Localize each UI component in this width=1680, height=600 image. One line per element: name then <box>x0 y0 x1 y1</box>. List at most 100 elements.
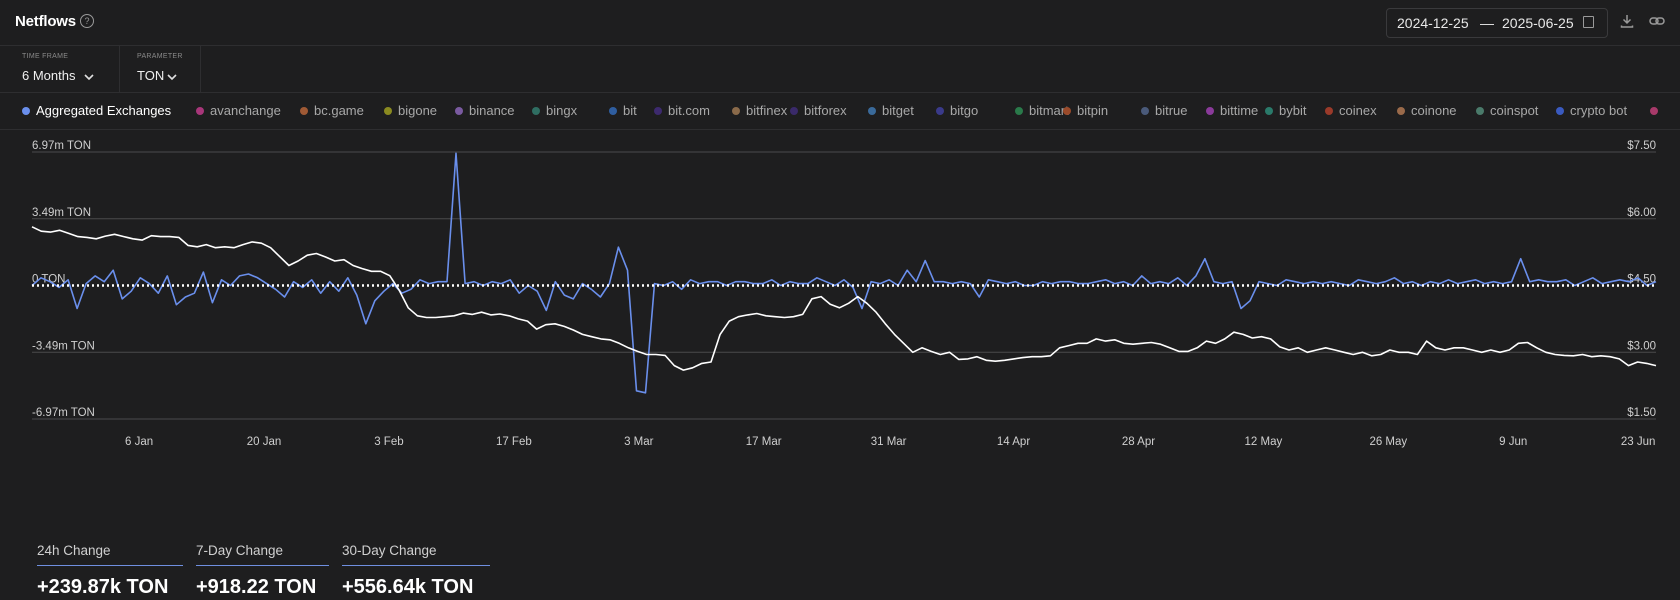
x-tick-label: 3 Mar <box>624 436 654 448</box>
x-tick-label: 3 Feb <box>374 436 403 448</box>
legend-label: bit <box>623 103 637 118</box>
x-tick-label: 31 Mar <box>871 436 907 448</box>
stat-label: 30-Day Change <box>342 543 437 558</box>
legend-dot <box>868 107 876 115</box>
legend-item[interactable]: binance <box>455 103 515 118</box>
legend-label: binance <box>469 103 515 118</box>
timeframe-value[interactable]: 6 Months <box>22 68 76 83</box>
legend-item[interactable]: crypto bot <box>1556 103 1627 118</box>
chart-legend: Aggregated Exchanges avanchange bc.game big… <box>0 93 1680 130</box>
legend-item[interactable]: bitget <box>868 103 914 118</box>
legend-dot <box>532 107 540 115</box>
y-left-tick-label: -6.97m TON <box>32 407 95 419</box>
download-icon[interactable] <box>1618 12 1636 30</box>
x-tick-label: 14 Apr <box>997 436 1030 448</box>
legend-dot <box>609 107 617 115</box>
legend-label: bitpin <box>1077 103 1109 118</box>
legend-label: Aggregated Exchanges <box>36 103 172 118</box>
y-left-tick-label: 3.49m TON <box>32 207 91 219</box>
stat-underline <box>342 565 490 566</box>
netflows-chart: 6.97m TON $7.50 3.49m TON $6.00 0 TON $4.50 -3… <box>31 140 1657 448</box>
stat-underline <box>37 565 183 566</box>
legend-item[interactable] <box>1650 103 1664 118</box>
legend-label: crypto bot <box>1570 103 1628 118</box>
y-right-tick-label: $1.50 <box>1627 407 1656 419</box>
legend-dot <box>654 107 662 115</box>
legend-item[interactable]: bitgo <box>936 103 978 118</box>
legend-dot <box>22 107 30 115</box>
legend-label: coinspot <box>1490 103 1539 118</box>
legend-item[interactable]: bybit <box>1265 103 1306 118</box>
legend-label: coinex <box>1339 103 1377 118</box>
parameter-value[interactable]: TON <box>137 68 165 83</box>
x-tick-label: 12 May <box>1245 436 1283 448</box>
legend-item[interactable]: bittime <box>1206 103 1258 118</box>
legend-item[interactable]: bit <box>609 103 637 118</box>
chevron-down-icon[interactable] <box>84 73 94 81</box>
legend-dot <box>196 107 204 115</box>
netflow-series-line <box>31 152 1657 394</box>
legend-item[interactable]: bingx <box>532 103 577 118</box>
stat-underline <box>196 565 329 566</box>
legend-label: coinone <box>1411 103 1457 118</box>
legend-item[interactable]: bitpin <box>1063 103 1108 118</box>
y-right-tick-label: $3.00 <box>1627 340 1656 352</box>
stat-label: 24h Change <box>37 543 111 558</box>
date-separator: — <box>1480 15 1494 31</box>
stat-value: +556.64k TON <box>342 576 474 598</box>
question-circle-icon[interactable]: ? <box>80 14 94 28</box>
legend-item[interactable]: coinex <box>1325 103 1377 118</box>
legend-item[interactable]: coinspot <box>1476 103 1538 118</box>
legend-item[interactable]: coinone <box>1397 103 1457 118</box>
date-start[interactable]: 2024-12-25 <box>1397 15 1469 31</box>
legend-item[interactable]: bit.com <box>654 103 710 118</box>
legend-item[interactable]: bitforex <box>790 103 847 118</box>
legend-dot <box>1650 107 1658 115</box>
price-series-line <box>31 226 1657 371</box>
legend-dot <box>1325 107 1333 115</box>
legend-dot <box>384 107 392 115</box>
legend-item[interactable]: Aggregated Exchanges <box>22 103 171 118</box>
legend-dot <box>732 107 740 115</box>
stat-24h: 24h Change +239.87k TON <box>37 543 183 599</box>
parameter-label: PARAMETER <box>137 53 183 60</box>
calendar-icon[interactable] <box>1583 16 1594 28</box>
chevron-down-icon[interactable] <box>167 73 177 81</box>
timeframe-selector[interactable]: TIME FRAME 6 Months <box>0 46 120 92</box>
legend-label: bitforex <box>804 103 847 118</box>
parameter-selector[interactable]: PARAMETER TON <box>119 46 201 92</box>
stat-30d: 30-Day Change +556.64k TON <box>342 543 490 599</box>
x-tick-label: 23 Jun <box>1621 436 1656 448</box>
y-left-tick-label: -3.49m TON <box>32 340 95 352</box>
stat-value: +918.22 TON <box>196 576 317 598</box>
legend-label: bit.com <box>668 103 710 118</box>
legend-label: bingx <box>546 103 578 118</box>
legend-label: bitget <box>882 103 914 118</box>
legend-label: bittime <box>1220 103 1259 118</box>
legend-label: bitgo <box>950 103 979 118</box>
legend-item[interactable]: bitrue <box>1141 103 1188 118</box>
legend-item[interactable]: bitfinex <box>732 103 787 118</box>
x-tick-label: 6 Jan <box>125 436 153 448</box>
legend-label: avanchange <box>210 103 281 118</box>
y-left-tick-label: 6.97m TON <box>32 140 91 152</box>
legend-dot <box>455 107 463 115</box>
legend-item[interactable]: bc.game <box>300 103 364 118</box>
x-tick-label: 26 May <box>1369 436 1407 448</box>
legend-dot <box>1476 107 1484 115</box>
legend-dot <box>1265 107 1273 115</box>
date-range-picker[interactable]: 2024-12-25 — 2025-06-25 <box>1386 8 1608 38</box>
legend-label: bc.game <box>314 103 364 118</box>
header-bar: Netflows ? 2024-12-25 — 2025-06-25 <box>0 0 1680 46</box>
legend-item[interactable]: bitmart <box>1015 103 1069 118</box>
y-right-tick-label: $6.00 <box>1627 207 1656 219</box>
legend-item[interactable]: bigone <box>384 103 437 118</box>
x-tick-label: 20 Jan <box>247 436 282 448</box>
link-icon[interactable] <box>1648 12 1666 30</box>
legend-label: bitfinex <box>746 103 788 118</box>
legend-item[interactable]: avanchange <box>196 103 281 118</box>
date-end[interactable]: 2025-06-25 <box>1502 15 1574 31</box>
legend-dot <box>1063 107 1071 115</box>
y-right-tick-label: $7.50 <box>1627 140 1656 152</box>
x-tick-label: 17 Mar <box>746 436 782 448</box>
